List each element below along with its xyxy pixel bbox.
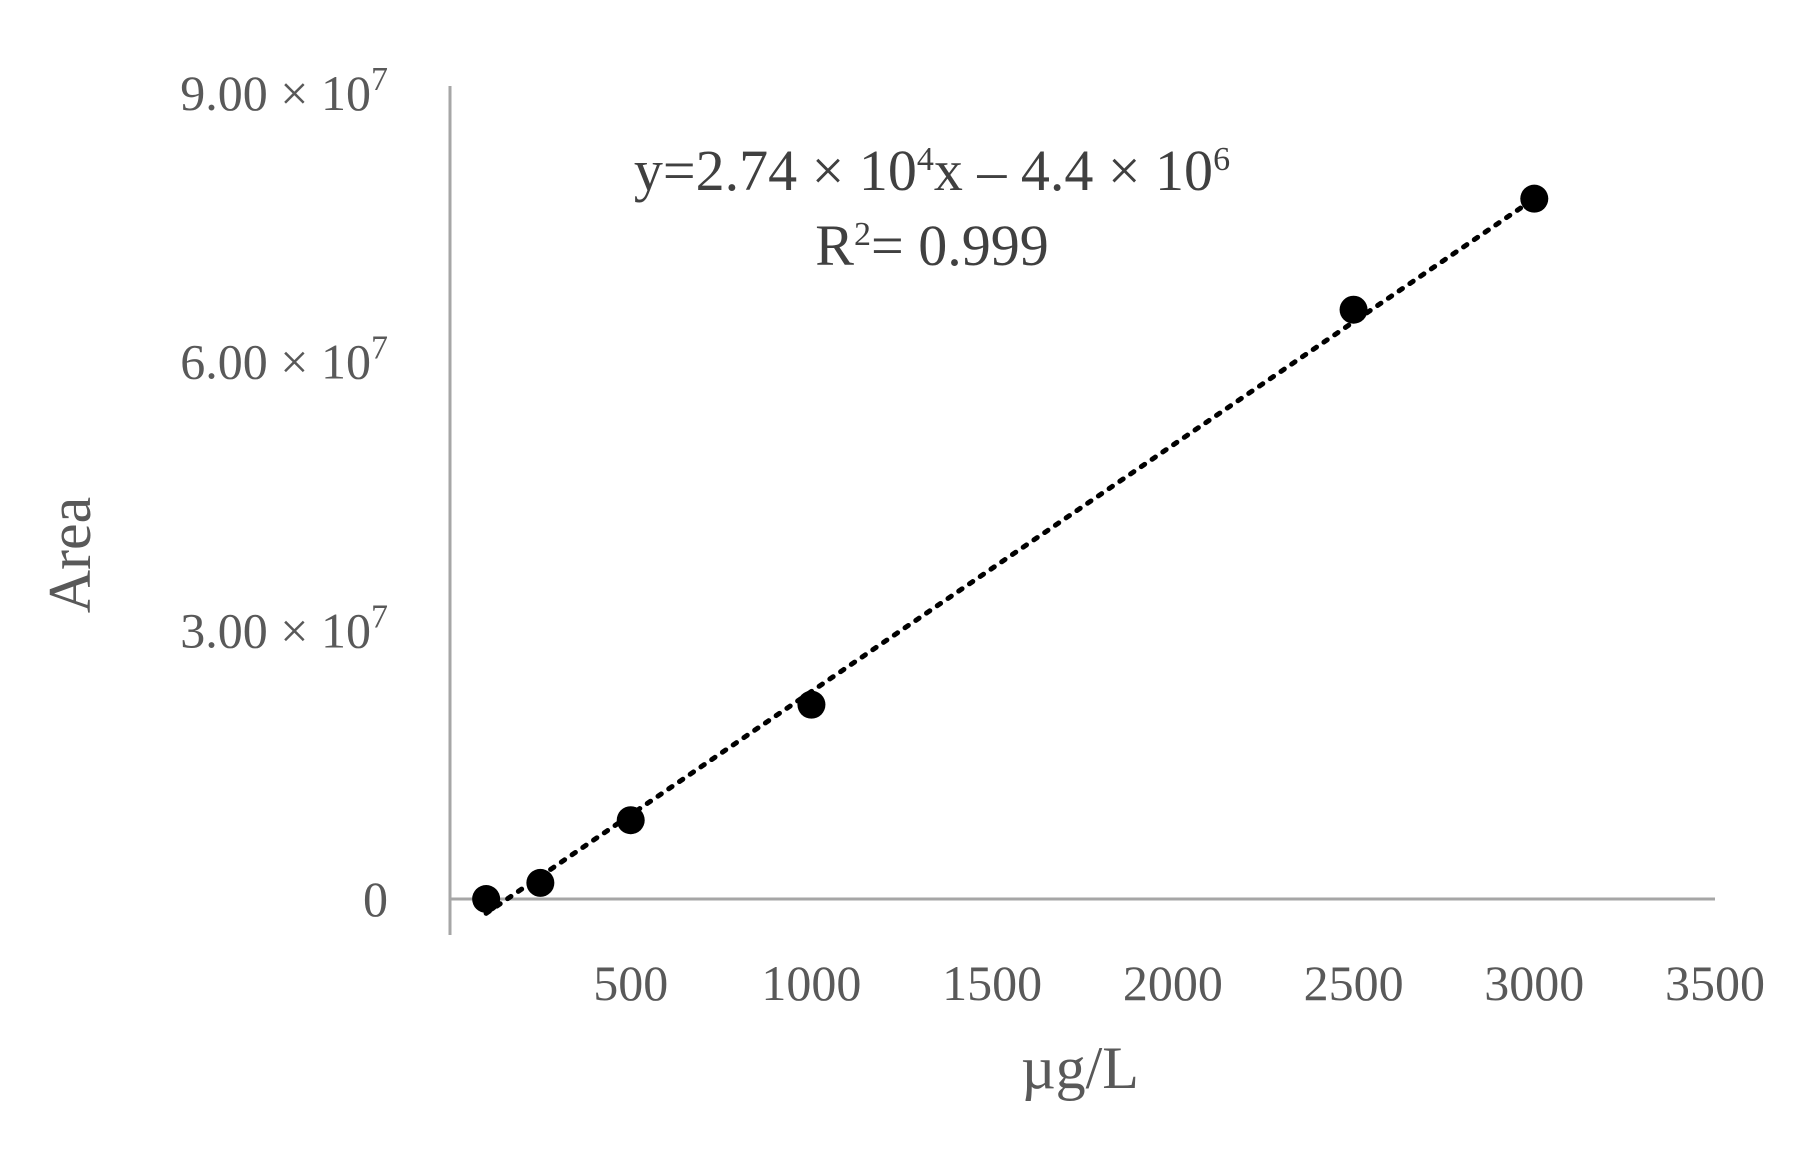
y-tick-labels: 0 3.00 × 107 6.00 × 107 9.00 × 107 <box>180 61 388 927</box>
data-point <box>797 690 826 719</box>
data-points <box>472 184 1549 913</box>
x-tick-labels: 500 1000 1500 2000 2500 3000 3500 <box>593 955 1765 1011</box>
data-point <box>1520 184 1549 213</box>
equation-part: x – 4.4 × 10 <box>934 138 1213 203</box>
y-tick-label: 0 <box>363 871 388 927</box>
x-tick-label: 2500 <box>1304 955 1404 1011</box>
equation-exponent: 6 <box>1213 141 1230 178</box>
y-axis-title: Area <box>37 497 103 614</box>
data-point <box>472 885 501 913</box>
r-squared-label: R2= 0.999 <box>815 213 1048 278</box>
data-point <box>1339 295 1368 324</box>
x-tick-label: 3500 <box>1665 955 1765 1011</box>
y-tick-label: 3.00 × 107 <box>180 598 388 658</box>
x-tick-label: 2000 <box>1123 955 1223 1011</box>
data-point <box>616 806 645 835</box>
data-point <box>526 868 555 897</box>
x-tick-label: 500 <box>593 955 668 1011</box>
trendline-group <box>483 196 1537 916</box>
x-tick-label: 3000 <box>1484 955 1584 1011</box>
equation-label: y=2.74 × 104x – 4.4 × 106 <box>634 138 1230 203</box>
x-tick-label: 1000 <box>761 955 861 1011</box>
r-squared-exponent: 2 <box>854 216 871 253</box>
equation-exponent: 4 <box>917 141 934 178</box>
y-tick-label: 6.00 × 107 <box>180 330 388 390</box>
axes <box>448 86 1715 935</box>
x-axis-title: µg/L <box>1021 1035 1139 1101</box>
trendline <box>483 196 1537 916</box>
r-squared-part: = 0.999 <box>871 213 1049 278</box>
y-tick-label: 9.00 × 107 <box>180 61 388 121</box>
r-squared-part: R <box>815 213 854 278</box>
equation-part: y=2.74 × 10 <box>634 138 917 203</box>
x-tick-label: 1500 <box>942 955 1042 1011</box>
